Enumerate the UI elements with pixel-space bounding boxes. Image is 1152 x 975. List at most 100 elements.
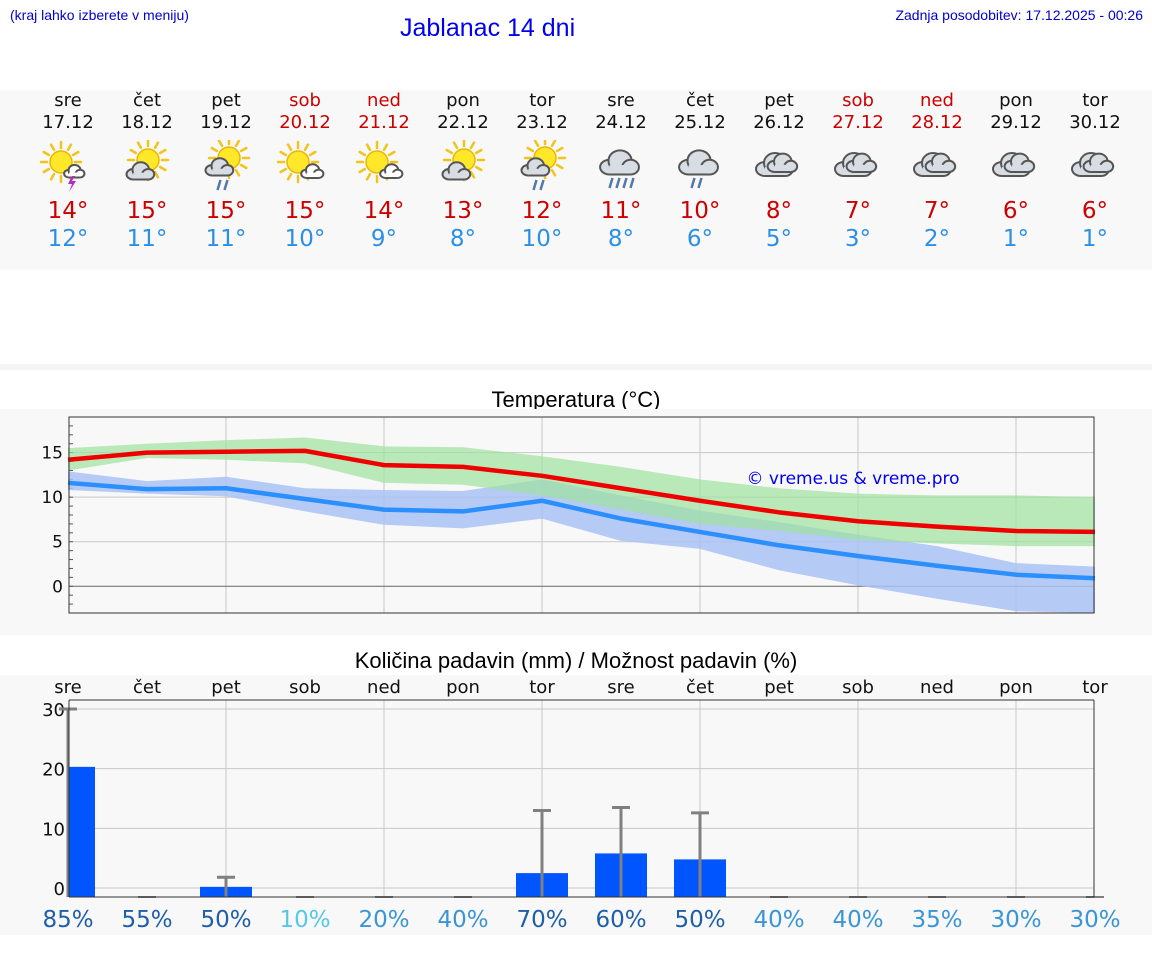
cloud-base: [853, 164, 870, 172]
day-name: sob: [289, 90, 321, 111]
sun-shape: [355, 140, 399, 184]
precipitation-probability: 70%: [516, 907, 567, 933]
precipitation-chart-title: Količina padavin (mm) / Možnost padavin …: [354, 648, 798, 673]
weather-icon: [678, 149, 719, 189]
sun-small-cloud-icon: [355, 140, 404, 184]
cloud-base: [69, 172, 81, 178]
max-temperature: 8°: [765, 198, 793, 224]
category-label: ned: [920, 677, 954, 698]
y-tick-label: 10: [42, 819, 65, 840]
y-tick-label: 0: [52, 577, 63, 597]
sun-ray: [279, 150, 288, 157]
rain-drop: [608, 177, 614, 189]
category-label: sob: [842, 677, 874, 698]
sun-ray: [387, 150, 396, 157]
cloud-base: [212, 168, 228, 176]
category-label: ned: [367, 677, 401, 698]
sun-cloud-rain-light-icon: [204, 140, 251, 191]
overcast-icon: [755, 152, 799, 177]
day-column: pon 29.12 6° 1°: [976, 90, 1056, 253]
weather-icon: [834, 152, 878, 177]
cloud-shape: [379, 163, 404, 179]
overcast-icon: [992, 152, 1036, 177]
cloud-shape: [599, 149, 640, 176]
sun-ray: [382, 143, 389, 152]
last-updated: Zadnja posodobitev: 17.12.2025 - 00:26: [895, 7, 1143, 23]
day-column: čet 18.12 15° 11°: [107, 90, 187, 253]
day-column: pet 26.12 8° 5°: [739, 90, 819, 253]
y-tick-label: 0: [54, 879, 65, 900]
day-name: čet: [132, 90, 162, 111]
cloud-base: [1090, 164, 1107, 172]
sun-small-cloud-icon: [276, 140, 325, 184]
day-date: 20.12: [279, 112, 331, 133]
max-temperature: 11°: [600, 198, 642, 224]
sun-ray: [286, 172, 293, 181]
day-name: tor: [529, 90, 555, 111]
day-date: 18.12: [121, 112, 173, 133]
sun-ray: [153, 141, 160, 150]
precipitation-probability: 60%: [595, 907, 646, 933]
day-column: sre 17.12 14° 12°: [28, 90, 108, 253]
cloud-shape: [125, 161, 156, 181]
day-name: pet: [764, 90, 794, 111]
cloud-shape: [1003, 152, 1036, 173]
category-label: sob: [289, 677, 321, 698]
cloud-base: [609, 165, 631, 175]
sun-ray: [42, 167, 51, 174]
min-temperature: 1°: [1002, 226, 1030, 252]
cloud-shape: [924, 152, 957, 173]
day-name: sob: [842, 90, 874, 111]
day-column: ned 28.12 7° 2°: [897, 90, 977, 253]
sun-ray: [469, 170, 476, 179]
cloud-base: [774, 164, 791, 172]
min-temperature: 6°: [686, 226, 714, 252]
sun-cloud-icon: [125, 140, 170, 182]
precipitation-probability: 50%: [674, 907, 725, 933]
day-date: 29.12: [990, 112, 1042, 133]
sun-disc: [365, 150, 389, 174]
day-column: tor 23.12 12° 10°: [502, 90, 582, 253]
weather-icon: [441, 140, 486, 182]
sun-ray: [308, 150, 317, 157]
sun-ray: [533, 140, 540, 148]
precipitation-probability: 55%: [121, 907, 172, 933]
min-temperature: 8°: [449, 226, 477, 252]
cloud-base: [688, 165, 710, 175]
sun-ray: [445, 148, 454, 155]
precipitation-probability: 30%: [990, 907, 1041, 933]
day-column: pon 22.12 13° 8°: [423, 90, 503, 253]
sun-ray: [129, 148, 138, 155]
page-title: Jablanac 14 dni: [400, 14, 576, 42]
sun-ray: [358, 150, 367, 157]
sun-ray: [49, 143, 56, 152]
sun-ray: [217, 140, 224, 148]
weather-icon: [204, 140, 251, 191]
max-temperature: 10°: [679, 198, 721, 224]
precipitation-probability: 30%: [1069, 907, 1120, 933]
forecast-strip: sre 17.12 14° 12° čet 18.12 15° 11° pet 19.12 15° 1…: [0, 90, 1152, 270]
day-date: 27.12: [832, 112, 884, 133]
cloud-base: [306, 172, 319, 178]
category-label: pet: [211, 677, 241, 698]
rain-drop: [539, 179, 545, 191]
sun-cloud-thunder-icon: [39, 140, 86, 192]
cloud-shape: [63, 163, 86, 179]
precipitation-probability: 85%: [42, 907, 93, 933]
sun-ray: [452, 141, 459, 150]
cloud-base: [449, 172, 465, 180]
min-temperature: 5°: [765, 226, 793, 252]
weather-icon: [39, 140, 86, 192]
precipitation-probability: 35%: [911, 907, 962, 933]
sun-ray: [234, 168, 241, 177]
rain-drop: [532, 179, 538, 191]
max-temperature: 14°: [363, 198, 405, 224]
day-column: sre 24.12 11° 8°: [581, 90, 661, 253]
min-temperature: 8°: [607, 226, 635, 252]
rain-drop: [629, 177, 635, 189]
category-label: sre: [54, 677, 81, 698]
day-column: tor 30.12 6° 1°: [1055, 90, 1135, 253]
category-label: pon: [446, 677, 480, 698]
rain-drop: [216, 179, 222, 191]
cloud-shape: [766, 152, 799, 173]
